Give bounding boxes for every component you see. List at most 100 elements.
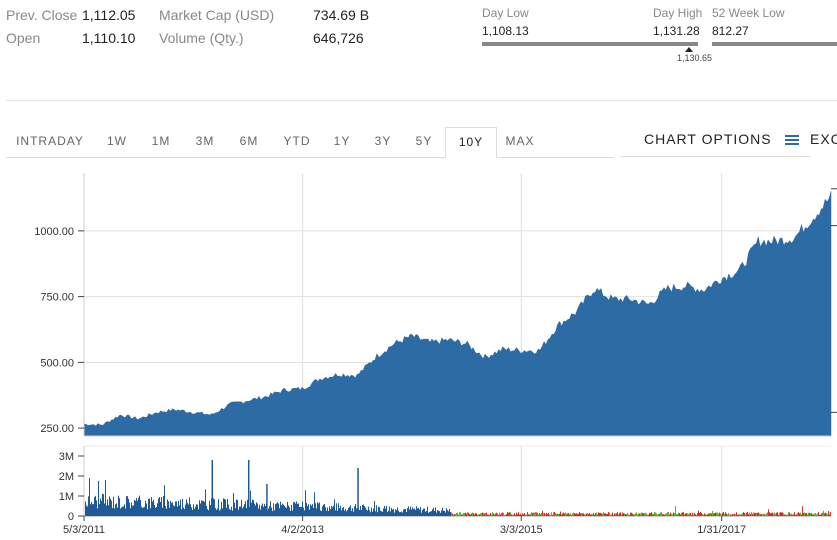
day-low-label: Day Low (482, 6, 529, 20)
volume-bar (552, 514, 553, 516)
volume-bar (774, 512, 775, 516)
tab-3y[interactable]: 3Y (374, 134, 392, 148)
volume-bar (717, 512, 718, 516)
volume-bar (773, 513, 774, 516)
volume-bar (818, 512, 819, 516)
volume-bar (553, 512, 554, 516)
volume-bar (724, 514, 725, 516)
volume-bar (258, 508, 259, 516)
volume-bar (676, 513, 677, 516)
volume-bar (806, 513, 807, 516)
volume-bar (657, 514, 658, 516)
price-y-tick-label: 500.00 (40, 357, 74, 369)
volume-bar (412, 507, 413, 516)
volume-bar (419, 509, 420, 516)
volume-bar (351, 510, 352, 516)
tab-6m[interactable]: 6M (239, 134, 259, 148)
volume-bar (431, 511, 432, 516)
volume-bar (709, 513, 710, 516)
volume-bar (797, 513, 798, 516)
volume-bar (152, 501, 153, 516)
volume-bar (547, 513, 548, 516)
volume-bar (119, 498, 120, 516)
volume-bar (490, 512, 491, 516)
volume-bar (346, 511, 347, 516)
volume-bar (694, 512, 695, 516)
volume-bar (252, 499, 253, 516)
chart-options-button[interactable]: CHART OPTIONS (644, 131, 799, 147)
volume-bar (324, 504, 325, 516)
volume-bar (155, 507, 156, 516)
volume-bar (250, 490, 251, 516)
volume-bar (616, 513, 617, 516)
volume-bar (541, 512, 542, 516)
volume-bar (662, 514, 663, 516)
volume-bar (577, 513, 578, 516)
volume-bar (287, 501, 288, 516)
price-y-tick-label: 1000.00 (34, 226, 74, 238)
volume-bar (385, 508, 386, 516)
tab-5y[interactable]: 5Y (415, 134, 433, 148)
volume-bar (112, 508, 113, 516)
volume-bar (551, 512, 552, 516)
volume-bar (782, 512, 783, 516)
volume-bar (517, 514, 518, 516)
volume-bar (744, 512, 745, 516)
tab-1w[interactable]: 1W (107, 134, 127, 148)
volume-bar (238, 509, 239, 516)
volume-bar (540, 514, 541, 516)
volume-bar (176, 501, 177, 516)
tab-1y[interactable]: 1Y (333, 134, 351, 148)
volume-bar (684, 514, 685, 516)
volume-bar (514, 513, 515, 516)
volume-bar (823, 510, 824, 516)
volume-bar (469, 513, 470, 516)
volume-bar (133, 505, 134, 516)
volume-bar (600, 512, 601, 516)
volume-bar (505, 514, 506, 516)
volume-bar (374, 500, 375, 516)
volume-bar (174, 506, 175, 516)
volume-bar (101, 500, 102, 516)
price-area (83, 191, 832, 437)
tab-ytd[interactable]: YTD (283, 134, 311, 148)
volume-bar (648, 514, 649, 516)
volume-bar (740, 514, 741, 516)
volume-bar (260, 509, 261, 516)
volume-bar (526, 514, 527, 516)
tab-max[interactable]: MAX (505, 134, 535, 148)
volume-bar (707, 514, 708, 516)
volume-bar (188, 504, 189, 516)
volume-bar (795, 514, 796, 516)
volume-bar (422, 509, 423, 516)
volume-bar (230, 509, 231, 516)
volume-bar (167, 499, 168, 516)
volume-bar (286, 507, 287, 516)
tab-3m[interactable]: 3M (195, 134, 215, 148)
volume-bar (336, 503, 337, 516)
volume-bar (329, 506, 330, 516)
volume-bar (776, 512, 777, 516)
tab-intraday[interactable]: INTRADAY (16, 134, 84, 148)
volume-bar (680, 514, 681, 516)
volume-y-tick-label: 1M (59, 491, 74, 503)
volume-bar (668, 512, 669, 516)
volume-bar (725, 512, 726, 516)
volume-bar (129, 502, 130, 516)
volume-bar (307, 506, 308, 516)
volume-bar (208, 510, 209, 516)
volume-bar (448, 511, 449, 516)
volume-bar (135, 500, 136, 516)
volume-bar (402, 512, 403, 516)
exchange-label[interactable]: EXCI (810, 131, 837, 147)
volume-bar (652, 513, 653, 516)
volume-bar (265, 505, 266, 516)
volume-bar (195, 506, 196, 516)
tab-1m[interactable]: 1M (151, 134, 171, 148)
volume-bar (533, 512, 534, 516)
tab-10y[interactable]: 10Y (445, 127, 497, 158)
volume-bar (464, 512, 465, 516)
volume-bar (521, 514, 522, 516)
volume-bar (696, 514, 697, 516)
volume-bar (805, 513, 806, 516)
